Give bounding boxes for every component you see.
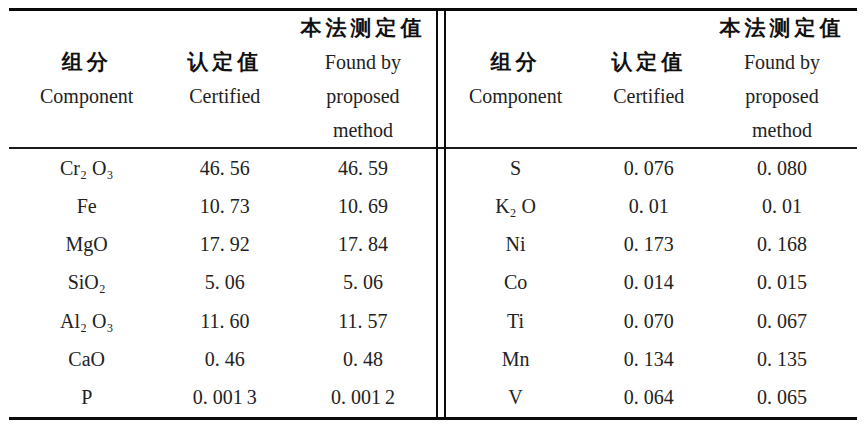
component-cell: S <box>441 157 591 180</box>
component-cell: V <box>441 386 591 409</box>
found-cell: 0. 080 <box>707 157 857 180</box>
table-row: Ti 0. 070 0. 067 <box>441 302 857 340</box>
component-cell: Ti <box>441 310 591 333</box>
certified-cell: 0. 01 <box>591 195 708 218</box>
certified-cell: 0. 014 <box>591 271 708 294</box>
found-cell: 17. 84 <box>285 233 440 256</box>
certified-cell: 11. 60 <box>164 310 285 333</box>
certified-cell: 17. 92 <box>164 233 285 256</box>
component-cell: P <box>9 386 164 409</box>
table-body: Cr₂ O₃ 46. 56 46. 59 Fe 10. 73 10. 69 Mg… <box>9 149 857 417</box>
table-row: MgO 17. 92 17. 84 <box>9 226 441 264</box>
table-row: S 0. 076 0. 080 <box>441 149 857 187</box>
found-cell: 0. 48 <box>285 348 440 371</box>
table-row: SiO₂ 5. 06 5. 06 <box>9 264 441 302</box>
found-cell: 10. 69 <box>285 195 440 218</box>
component-header-zh: 组分 <box>441 45 591 79</box>
found-cell: 0. 067 <box>707 310 857 333</box>
right-panel-rows: S 0. 076 0. 080 K₂ O 0. 01 0. 01 Ni 0. 1… <box>441 149 857 417</box>
found-header-en-line1: Found by <box>285 45 440 79</box>
component-cell: Cr₂ O₃ <box>9 157 164 180</box>
found-header-zh: 本法测定值 <box>285 11 440 45</box>
certified-cell: 0. 076 <box>591 157 708 180</box>
component-cell: Ni <box>441 233 591 256</box>
component-cell: K₂ O <box>441 195 591 218</box>
certified-cell: 0. 134 <box>591 348 708 371</box>
certified-header-en: Certified <box>164 79 285 113</box>
certified-cell: 0. 46 <box>164 348 285 371</box>
right-panel-header: 本法测定值 组分 认定值 Found by Component Certifie… <box>441 11 857 147</box>
component-cell: MgO <box>9 233 164 256</box>
certified-cell: 46. 56 <box>164 157 285 180</box>
table-row: CaO 0. 46 0. 48 <box>9 340 441 378</box>
table-bottom-rule <box>9 417 857 420</box>
certified-cell: 10. 73 <box>164 195 285 218</box>
found-header-en-line3: method <box>707 113 857 147</box>
found-header-en-line2: proposed <box>285 79 440 113</box>
component-cell: CaO <box>9 348 164 371</box>
found-cell: 46. 59 <box>285 157 440 180</box>
component-cell: SiO₂ <box>9 271 164 294</box>
component-cell: Al₂ O₃ <box>9 310 164 333</box>
found-header-en-line3: method <box>285 113 440 147</box>
left-panel-header: 本法测定值 组分 认定值 Found by Component Certifie… <box>9 11 441 147</box>
table-row: K₂ O 0. 01 0. 01 <box>441 187 857 225</box>
table-row: Al₂ O₃ 11. 60 11. 57 <box>9 302 441 340</box>
component-cell: Mn <box>441 348 591 371</box>
found-cell: 0. 015 <box>707 271 857 294</box>
certified-cell: 0. 001 3 <box>164 386 285 409</box>
table-row: Co 0. 014 0. 015 <box>441 264 857 302</box>
left-panel-rows: Cr₂ O₃ 46. 56 46. 59 Fe 10. 73 10. 69 Mg… <box>9 149 441 417</box>
certified-header-zh: 认定值 <box>591 45 708 79</box>
component-header-en: Component <box>9 79 164 113</box>
certified-cell: 5. 06 <box>164 271 285 294</box>
found-cell: 0. 168 <box>707 233 857 256</box>
table-row: Fe 10. 73 10. 69 <box>9 187 441 225</box>
found-cell: 5. 06 <box>285 271 440 294</box>
table-row: Ni 0. 173 0. 168 <box>441 226 857 264</box>
found-header-en-line1: Found by <box>707 45 857 79</box>
table-row: P 0. 001 3 0. 001 2 <box>9 379 441 417</box>
reference-material-table: 本法测定值 组分 认定值 Found by Component Certifie… <box>9 8 857 420</box>
component-header-zh: 组分 <box>9 45 164 79</box>
found-cell: 0. 01 <box>707 195 857 218</box>
component-header-en: Component <box>441 79 591 113</box>
certified-cell: 0. 070 <box>591 310 708 333</box>
component-cell: Co <box>441 271 591 294</box>
certified-cell: 0. 064 <box>591 386 708 409</box>
found-header-zh: 本法测定值 <box>707 11 857 45</box>
table-row: Mn 0. 134 0. 135 <box>441 340 857 378</box>
component-cell: Fe <box>9 195 164 218</box>
double-vertical-rule <box>436 8 446 420</box>
table-header: 本法测定值 组分 认定值 Found by Component Certifie… <box>9 11 857 147</box>
found-cell: 0. 135 <box>707 348 857 371</box>
paper-table-page: 本法测定值 组分 认定值 Found by Component Certifie… <box>0 0 867 437</box>
table-row: V 0. 064 0. 065 <box>441 379 857 417</box>
certified-cell: 0. 173 <box>591 233 708 256</box>
found-cell: 0. 001 2 <box>285 386 440 409</box>
found-header-en-line2: proposed <box>707 79 857 113</box>
certified-header-en: Certified <box>591 79 708 113</box>
found-cell: 11. 57 <box>285 310 440 333</box>
certified-header-zh: 认定值 <box>164 45 285 79</box>
table-row: Cr₂ O₃ 46. 56 46. 59 <box>9 149 441 187</box>
found-cell: 0. 065 <box>707 386 857 409</box>
